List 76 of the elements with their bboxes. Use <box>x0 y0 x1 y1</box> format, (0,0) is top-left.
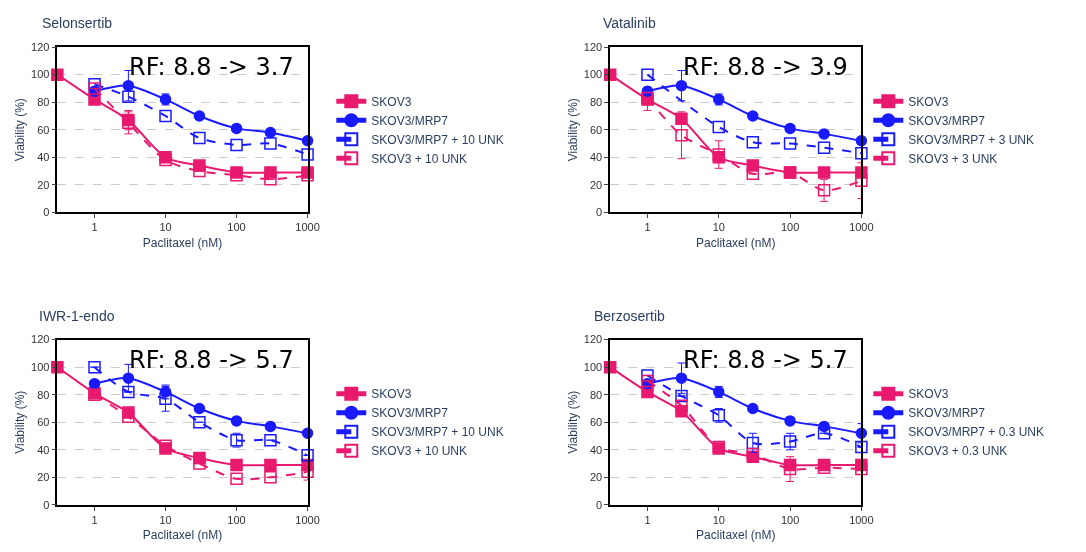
y-tick-label: 20 <box>589 471 603 484</box>
y-tick-label: 80 <box>37 96 50 109</box>
y-tick-label: 60 <box>37 123 50 136</box>
legend-label: SKOV3 + 0.3 UNK <box>908 444 1008 459</box>
y-tick-label: 60 <box>589 123 603 136</box>
x-tick-label: 1 <box>91 221 98 234</box>
legend-label: SKOV3 <box>371 387 412 402</box>
x-tick-label: 100 <box>227 221 246 234</box>
chart-title: Vatalinib <box>603 15 656 31</box>
x-tick-label: 100 <box>780 221 800 234</box>
legend-label: SKOV3/MRP7 + 10 UNK <box>371 425 504 440</box>
x-tick-label: 1000 <box>849 513 874 526</box>
annotation: RF: 8.8 -> 5.7 <box>129 346 294 374</box>
x-tick-label: 10 <box>159 221 172 234</box>
y-tick-label: 100 <box>583 360 603 373</box>
y-tick-label: 100 <box>31 360 50 373</box>
x-axis-title: Paclitaxel (nM) <box>142 235 223 250</box>
y-tick-label: 120 <box>583 333 603 346</box>
legend-label: SKOV3/MRP7 <box>908 406 986 421</box>
legend-label: SKOV3 + 10 UNK <box>371 444 468 459</box>
y-tick-label: 40 <box>37 443 50 456</box>
chart-title: Berzosertib <box>594 308 666 324</box>
legend-label: SKOV3/MRP7 <box>908 113 986 128</box>
legend-label: SKOV3 <box>371 94 412 109</box>
y-tick-label: 0 <box>43 206 50 219</box>
legend-label: SKOV3 + 3 UNK <box>908 151 998 166</box>
y-tick-label: 0 <box>43 498 50 511</box>
x-tick-label: 1 <box>91 513 98 526</box>
x-tick-label: 10 <box>712 513 725 526</box>
legend-label: SKOV3/MRP7 <box>371 113 449 128</box>
y-tick-label: 40 <box>589 443 603 456</box>
x-tick-label: 1000 <box>849 221 874 234</box>
x-tick-label: 1000 <box>295 513 320 526</box>
legend-label: SKOV3/MRP7 + 10 UNK <box>371 132 504 147</box>
y-axis-title: Viability (%) <box>12 98 27 162</box>
x-axis-title: Paclitaxel (nM) <box>142 528 223 543</box>
legend-label: SKOV3/MRP7 + 0.3 UNK <box>908 425 1045 440</box>
annotation: RF: 8.8 -> 3.7 <box>129 53 294 81</box>
chart-title: IWR-1-endo <box>39 308 115 324</box>
y-tick-label: 60 <box>37 416 50 429</box>
y-axis-title: Viability (%) <box>565 98 580 162</box>
y-tick-label: 60 <box>589 416 603 429</box>
annotation: RF: 8.8 -> 5.7 <box>683 346 848 374</box>
x-axis-title: Paclitaxel (nM) <box>696 235 776 250</box>
y-tick-label: 20 <box>589 178 603 191</box>
y-tick-label: 40 <box>589 151 603 164</box>
legend-label: SKOV3/MRP7 + 3 UNK <box>908 132 1035 147</box>
x-tick-label: 10 <box>159 513 172 526</box>
legend-label: SKOV3 + 10 UNK <box>371 151 468 166</box>
y-tick-label: 40 <box>37 151 50 164</box>
legend-label: SKOV3/MRP7 <box>371 406 449 421</box>
x-tick-label: 100 <box>227 513 246 526</box>
y-tick-label: 120 <box>31 40 50 53</box>
annotation: RF: 8.8 -> 3.9 <box>683 53 848 81</box>
chart-title: Selonsertib <box>42 15 113 31</box>
x-axis-title: Paclitaxel (nM) <box>696 528 776 543</box>
y-tick-label: 80 <box>589 388 603 401</box>
legend-label: SKOV3 <box>908 387 949 402</box>
x-tick-label: 1 <box>644 221 651 234</box>
y-axis-title: Viability (%) <box>12 390 27 454</box>
y-tick-label: 0 <box>596 498 603 511</box>
y-tick-label: 120 <box>31 333 50 346</box>
x-tick-label: 1000 <box>295 221 320 234</box>
y-tick-label: 80 <box>37 388 50 401</box>
y-tick-label: 100 <box>583 68 603 81</box>
x-tick-label: 10 <box>712 221 725 234</box>
y-tick-label: 20 <box>37 178 50 191</box>
y-axis-title: Viability (%) <box>565 390 580 454</box>
y-tick-label: 120 <box>583 40 603 53</box>
x-tick-label: 1 <box>644 513 651 526</box>
y-tick-label: 100 <box>31 68 50 81</box>
y-tick-label: 80 <box>589 96 603 109</box>
y-tick-label: 20 <box>37 471 50 484</box>
legend-label: SKOV3 <box>908 94 949 109</box>
y-tick-label: 0 <box>596 206 603 219</box>
x-tick-label: 100 <box>780 513 800 526</box>
